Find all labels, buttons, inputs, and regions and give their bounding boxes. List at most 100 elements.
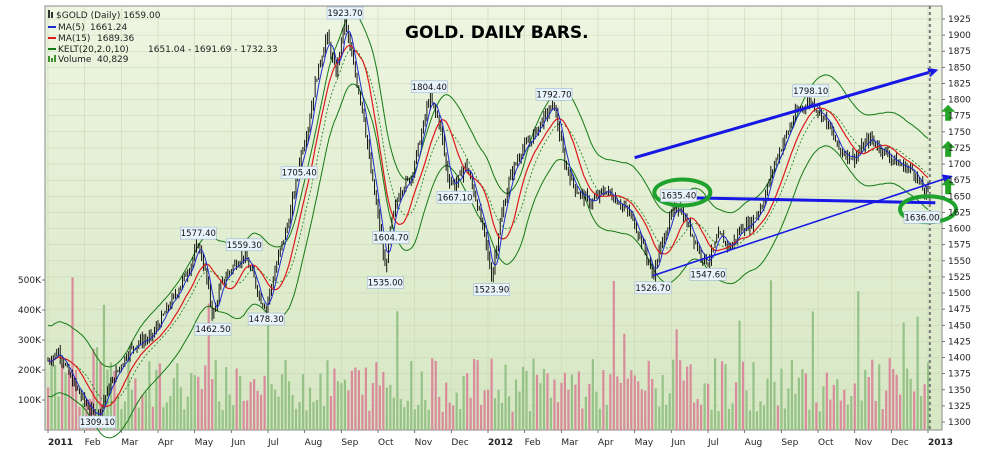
price-tick-label: 1550 [948, 257, 971, 267]
price-label: 1462.50 [195, 325, 230, 335]
price-label-box [689, 268, 727, 281]
volume-bar [514, 379, 518, 430]
volume-bar [179, 387, 182, 430]
price-label: 1559.30 [227, 241, 262, 251]
volume-bar [287, 381, 291, 430]
volume-bar [322, 405, 326, 430]
time-tick-label: Jun [230, 438, 245, 448]
volume-bar [794, 393, 797, 430]
volume-bar [357, 370, 360, 430]
volume-bar [315, 400, 319, 430]
volume-bar [808, 409, 811, 430]
volume-bar [420, 371, 423, 430]
volume-tick-label: 300K [18, 336, 42, 346]
price-tick-label: 1675 [948, 176, 971, 186]
volume-bar [158, 363, 161, 430]
volume-bar [64, 372, 67, 430]
volume-bar [183, 409, 186, 430]
volume-bar [787, 388, 790, 430]
price-label-box [280, 166, 318, 179]
volume-bar [741, 361, 745, 430]
price-label: 1535.00 [368, 278, 403, 288]
volume-bar [57, 396, 60, 430]
price-tick-label: 1525 [948, 273, 971, 283]
legend-ma15-value: 1689.36 [97, 34, 134, 44]
price-label: 1667.10 [437, 193, 472, 203]
volume-bar [860, 400, 863, 430]
price-label: 1804.40 [412, 83, 447, 93]
legend-keltner: KELT(20,2.0,10) 1651.04 - 1691.69 - 1732… [48, 45, 278, 55]
volume-bar [804, 373, 807, 430]
volume-bar [497, 389, 500, 430]
time-tick-label: Nov [415, 438, 433, 448]
price-tick-label: 1650 [948, 192, 971, 202]
volume-bar [574, 384, 577, 430]
volume-bar [892, 369, 895, 430]
time-tick-label: Oct [818, 438, 834, 448]
volume-bar [818, 411, 821, 430]
price-tick-label: 1775 [948, 112, 971, 122]
price-label: 1705.40 [282, 169, 317, 179]
volume-bar [116, 393, 120, 430]
legend-volume-name: Volume [58, 55, 92, 65]
price-tick-label: 1375 [948, 370, 971, 380]
time-tick-label: Mar [121, 438, 138, 448]
time-tick-label: Jun [670, 438, 685, 448]
volume-bar [347, 390, 350, 430]
volume-bar [165, 402, 168, 430]
volume-bar [658, 406, 661, 430]
volume-bar [99, 362, 102, 430]
volume-bar [843, 389, 846, 430]
volume-bar [871, 359, 874, 430]
volume-bar [134, 378, 137, 430]
price-tick-label: 1475 [948, 305, 971, 315]
symbol-title: $GOLD (Daily) 1659.00 [56, 11, 161, 21]
volume-bar [211, 379, 214, 430]
volume-bar [686, 366, 689, 430]
volume-bar [546, 373, 549, 430]
volume-bar [218, 401, 221, 430]
volume-bar [717, 411, 720, 430]
volume-bar [902, 322, 905, 430]
price-label: 1923.70 [327, 9, 362, 19]
volume-bar [273, 389, 277, 430]
volume-bar [591, 359, 594, 430]
volume-bar [619, 382, 622, 430]
volume-bar [424, 399, 427, 430]
time-tick-label: 2011 [48, 438, 73, 448]
volume-bar [605, 404, 608, 430]
time-tick-label: Oct [378, 438, 394, 448]
legend-volume-value: 40,829 [97, 55, 129, 65]
volume-bar [427, 409, 430, 430]
volume-bar [155, 369, 158, 430]
price-tick-label: 1575 [948, 241, 971, 251]
volume-bar [556, 402, 560, 430]
price-label: 1478.30 [249, 315, 284, 325]
price-tick-label: 1725 [948, 144, 971, 154]
volume-bar [811, 311, 814, 430]
volume-bar [752, 362, 755, 430]
time-tick-label: Mar [561, 438, 578, 448]
time-axis: 2011 Feb Mar Apr May Jun Jul Aug Sep Oct Nov Dec 201… [47, 430, 953, 448]
price-label-box [535, 88, 573, 101]
volume-bar [228, 394, 231, 430]
volume-bar [308, 387, 312, 430]
highlight-circle-1 [652, 177, 713, 208]
volume-bar [927, 362, 930, 430]
trend-line-2 [652, 174, 953, 277]
volume-bar [762, 405, 766, 430]
volume-bar [623, 333, 626, 430]
volume-bar [403, 407, 406, 430]
volume-bar [682, 380, 685, 430]
price-tick-label: 1400 [948, 354, 971, 364]
volume-bar [713, 358, 717, 430]
volume-bar [207, 303, 210, 430]
volume-bar [783, 408, 787, 430]
volume-bar [413, 409, 416, 430]
volume-bar [651, 378, 654, 430]
volume-bar [434, 360, 437, 430]
volume-bar [431, 358, 434, 430]
volume-bar [853, 383, 856, 430]
volume-bar [769, 280, 773, 430]
